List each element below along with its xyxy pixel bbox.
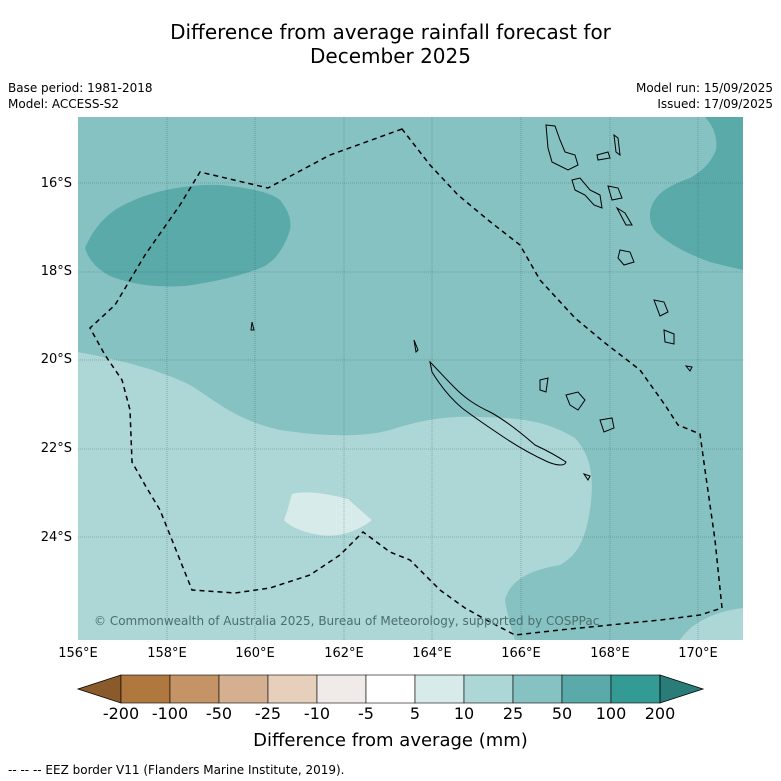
- colorbar-segment: [120, 674, 171, 704]
- vanuatu-islands: [545, 124, 693, 372]
- colorbar-tick-label: 50: [551, 704, 573, 723]
- colorbar-tick-label: 100: [595, 704, 627, 723]
- colorbar-segment: [561, 674, 612, 704]
- copyright-note: © Commonwealth of Australia 2025, Bureau…: [94, 614, 600, 628]
- colorbar-tick-label: 5: [409, 704, 421, 723]
- colorbar-segment: [169, 674, 220, 704]
- region-10-25-se: [680, 608, 743, 640]
- colorbar-segment: [218, 674, 269, 704]
- model-run: Model run: 15/09/2025: [635, 81, 773, 95]
- colorbar-tick-label: -200: [102, 704, 140, 723]
- colorbar-segment: [463, 674, 514, 704]
- lon-label-162e: 162°E: [324, 646, 364, 661]
- title-line-1: Difference from average rainfall forecas…: [170, 20, 611, 44]
- colorbar-tick-label: -5: [358, 704, 374, 723]
- eez-legend-note: -- -- -- EEZ border V11 (Flanders Marine…: [8, 763, 345, 777]
- colorbar-tick-label: -10: [303, 704, 331, 723]
- small-islands: [250, 321, 591, 481]
- colorbar-segment: [414, 674, 465, 704]
- colorbar-tick-label: -25: [254, 704, 282, 723]
- colorbar-segment: [610, 674, 661, 704]
- title-line-2: December 2025: [310, 44, 471, 68]
- eez-border: [89, 128, 723, 636]
- colorbar-tick-label: 10: [453, 704, 475, 723]
- loyalty-islands: [539, 377, 615, 433]
- colorbar-tick-label: 200: [644, 704, 676, 723]
- lat-label-18s: 18°S: [40, 264, 72, 279]
- base-period: Base period: 1981-2018: [8, 81, 153, 95]
- lon-label-166e: 166°E: [501, 646, 541, 661]
- colorbar-tick-label: -100: [151, 704, 189, 723]
- colorbar-label: Difference from average (mm): [253, 730, 528, 751]
- colorbar-segment: [365, 674, 416, 704]
- model-name: Model: ACCESS-S2: [8, 97, 120, 111]
- colorbar-segment: [512, 674, 563, 704]
- lon-label-168e: 168°E: [590, 646, 630, 661]
- lon-label-158e: 158°E: [147, 646, 187, 661]
- lat-label-22s: 22°S: [40, 441, 72, 456]
- issued-date: Issued: 17/09/2025: [657, 97, 773, 111]
- region-50-100-ne: [649, 117, 743, 270]
- lat-label-16s: 16°S: [40, 176, 72, 191]
- colorbar-tick-label: -50: [205, 704, 233, 723]
- region-5-10: [284, 492, 372, 536]
- lon-label-170e: 170°E: [678, 646, 718, 661]
- colorbar-extend-high: [659, 674, 705, 704]
- colorbar-extend-low: [76, 674, 122, 704]
- lon-label-156e: 156°E: [58, 646, 98, 661]
- new-caledonia: [429, 360, 567, 466]
- region-50-100-west: [85, 184, 291, 287]
- lat-label-24s: 24°S: [40, 530, 72, 545]
- colorbar-segment: [316, 674, 367, 704]
- colorbar-segment: [267, 674, 318, 704]
- lat-label-20s: 20°S: [40, 352, 72, 367]
- colorbar-tick-label: 25: [502, 704, 524, 723]
- lon-label-160e: 160°E: [235, 646, 275, 661]
- lon-label-164e: 164°E: [412, 646, 452, 661]
